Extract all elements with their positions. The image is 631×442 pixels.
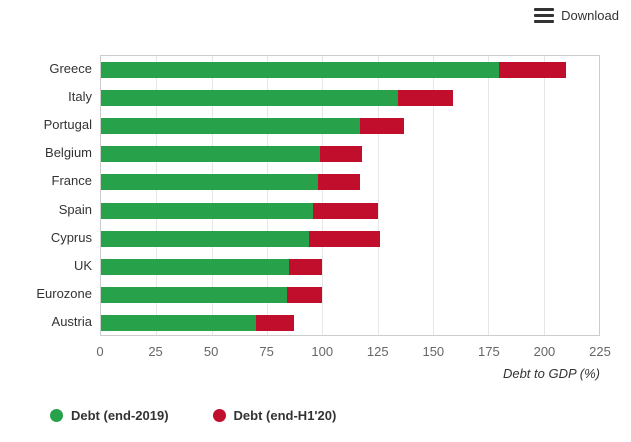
legend-item-end2019[interactable]: Debt (end-2019)	[50, 408, 169, 423]
bar-row	[101, 174, 599, 191]
y-category-label: Portugal	[43, 117, 92, 133]
legend-label-end2019: Debt (end-2019)	[71, 408, 169, 423]
x-axis: 0 25 50 75 100 125 150 175 200 225	[96, 344, 610, 360]
legend-label-endH120: Debt (end-H1'20)	[233, 408, 337, 423]
x-tick-label: 0	[96, 344, 104, 359]
gridline	[211, 56, 213, 335]
x-tick-label: 75	[259, 344, 274, 359]
y-category-label: Italy	[68, 89, 92, 105]
x-axis-title: Debt to GDP (%)	[502, 366, 600, 381]
legend-item-endH120[interactable]: Debt (end-H1'20)	[212, 408, 337, 423]
bar-segment-end2019[interactable]	[101, 258, 290, 275]
bar-segment-end2019[interactable]	[101, 230, 310, 247]
bar-row	[101, 314, 599, 331]
bar-segment-end2019[interactable]	[101, 118, 360, 135]
bar-segment-end2019[interactable]	[101, 146, 321, 163]
bar-segment-end2019[interactable]	[101, 62, 500, 79]
y-category-label: Cyprus	[50, 229, 92, 245]
bar-segment-end2019[interactable]	[101, 314, 256, 331]
bar-segment-endH120[interactable]	[255, 314, 294, 331]
y-category-label: Belgium	[45, 145, 92, 161]
bar-segment-endH120[interactable]	[359, 118, 405, 135]
x-tick-label: 200	[533, 344, 556, 359]
bar-row	[101, 202, 599, 219]
bar-segment-endH120[interactable]	[397, 90, 453, 107]
legend-dot-1	[212, 409, 226, 422]
bar-row	[101, 258, 599, 275]
legend: Debt (end-2019) Debt (end-H1'20)	[50, 408, 336, 423]
bar-segment-endH120[interactable]	[286, 286, 323, 303]
hamburger-menu-icon	[534, 8, 555, 23]
bar-segment-end2019[interactable]	[101, 286, 287, 303]
y-category-label: France	[51, 173, 92, 189]
download-label: Download	[561, 8, 619, 23]
gridline	[322, 56, 324, 335]
y-category-label: Greece	[49, 61, 92, 77]
y-category-label: Spain	[58, 201, 92, 217]
bar-segment-endH120[interactable]	[289, 258, 323, 275]
bar-row	[101, 90, 599, 107]
x-tick-label: 125	[366, 344, 389, 359]
x-tick-label: 175	[478, 344, 500, 359]
bar-segment-endH120[interactable]	[309, 230, 380, 247]
gridline	[433, 56, 434, 335]
bar-row	[101, 286, 599, 303]
x-tick-label: 150	[422, 344, 445, 359]
legend-dot-0	[50, 409, 63, 422]
download-button[interactable]: Download	[534, 8, 619, 23]
gridline	[488, 56, 490, 335]
bar-segment-end2019[interactable]	[101, 90, 398, 107]
y-category-label: Austria	[51, 313, 92, 329]
x-tick-label: 100	[311, 344, 334, 359]
bar-segment-endH120[interactable]	[317, 174, 360, 191]
bar-row	[101, 118, 599, 135]
bar-segment-end2019[interactable]	[101, 174, 318, 191]
gridline	[377, 56, 379, 335]
gridline	[543, 56, 545, 335]
y-category-label: Eurozone	[36, 285, 92, 301]
bar-segment-endH120[interactable]	[313, 202, 378, 219]
y-axis-labels: Greece Italy Portugal Belgium France Spain Cyp…	[0, 0, 92, 442]
gridline	[267, 56, 268, 335]
bar-segment-endH120[interactable]	[320, 146, 363, 163]
x-tick-label: 25	[148, 344, 163, 359]
x-tick-label: 50	[203, 344, 219, 359]
plot-area	[100, 55, 600, 336]
y-category-label: UK	[73, 257, 92, 273]
gridline	[156, 56, 158, 335]
x-tick-label: 225	[589, 344, 611, 359]
bar-segment-endH120[interactable]	[499, 62, 566, 79]
bar-segment-end2019[interactable]	[101, 202, 314, 219]
bar-row	[101, 146, 599, 163]
bar-row	[101, 230, 599, 247]
bar-row	[101, 62, 599, 79]
